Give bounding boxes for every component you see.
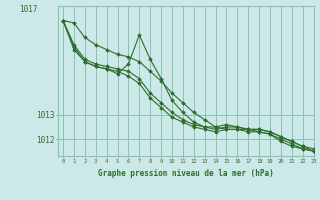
Text: 1017: 1017 xyxy=(19,5,37,14)
X-axis label: Graphe pression niveau de la mer (hPa): Graphe pression niveau de la mer (hPa) xyxy=(98,169,274,178)
